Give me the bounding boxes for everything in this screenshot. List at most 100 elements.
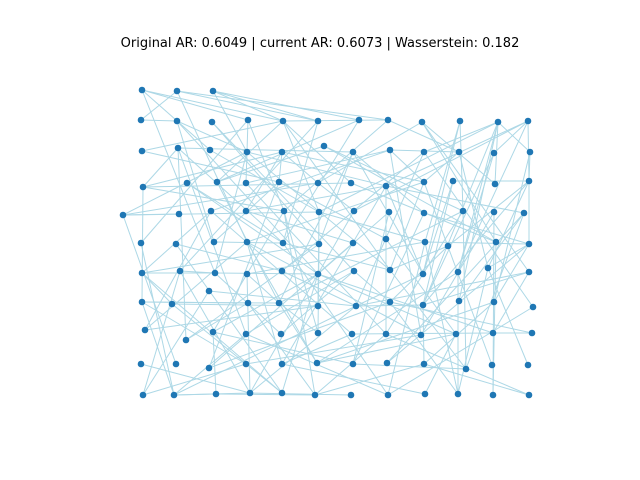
- graph-node: [320, 142, 328, 150]
- graph-edge: [142, 363, 247, 396]
- graph-edge: [278, 302, 318, 364]
- graph-node: [138, 269, 146, 277]
- graph-node: [278, 148, 286, 156]
- graph-node: [119, 211, 127, 219]
- graph-edge: [141, 243, 320, 274]
- graph-edge: [245, 151, 283, 212]
- graph-node: [168, 300, 176, 308]
- graph-edge: [492, 271, 530, 334]
- graph-edge: [140, 119, 249, 244]
- graph-edge: [317, 273, 494, 334]
- graph-edge: [214, 151, 248, 274]
- graph-edge: [211, 121, 355, 272]
- graph-node: [205, 287, 213, 295]
- graph-node: [242, 330, 250, 338]
- graph-node: [139, 391, 147, 399]
- graph-edge: [144, 305, 319, 331]
- graph-node: [349, 360, 357, 368]
- graph-node: [449, 177, 457, 185]
- graph-edge: [387, 241, 426, 396]
- graph-node: [454, 390, 462, 398]
- graph-edge: [212, 331, 217, 395]
- graph-node: [175, 210, 183, 218]
- graph-node: [212, 390, 220, 398]
- graph-edge: [389, 269, 467, 370]
- graph-edge: [176, 90, 248, 243]
- graph-edge: [282, 120, 352, 184]
- graph-edge: [177, 147, 284, 244]
- graph-node: [418, 118, 426, 126]
- graph-node: [420, 209, 428, 217]
- graph-edge: [355, 151, 425, 307]
- graph-edge: [352, 151, 425, 214]
- graph-node: [386, 298, 394, 306]
- graph-edge: [173, 305, 357, 396]
- graph-edge: [421, 121, 497, 243]
- graph-edge: [317, 182, 355, 212]
- graph-node: [526, 148, 534, 156]
- graph-edge: [278, 181, 387, 240]
- graph-edge: [385, 238, 457, 335]
- graph-node: [242, 179, 250, 187]
- graph-edge: [423, 363, 530, 396]
- graph-edge: [389, 301, 533, 334]
- graph-edge: [281, 333, 353, 365]
- graph-edge: [422, 180, 454, 306]
- graph-edge: [487, 243, 530, 269]
- graph-edge: [423, 121, 499, 153]
- graph-edge: [457, 267, 489, 395]
- graph-node: [420, 360, 428, 368]
- graph-edge: [212, 331, 354, 365]
- graph-edge: [216, 119, 360, 183]
- graph-edge: [318, 211, 426, 243]
- graph-edge: [212, 90, 319, 122]
- graph-node: [315, 208, 323, 216]
- graph-node: [490, 149, 498, 157]
- graph-edge: [424, 333, 457, 395]
- graph-node: [138, 86, 146, 94]
- graph-node: [279, 239, 287, 247]
- graph-node: [350, 267, 358, 275]
- graph-node: [484, 264, 492, 272]
- graph-edge: [179, 270, 216, 274]
- graph-node: [275, 299, 283, 307]
- graph-node: [242, 207, 250, 215]
- graph-edge: [283, 119, 389, 212]
- graph-node: [243, 270, 251, 278]
- chart-title: Original AR: 0.6049 | current AR: 0.6073…: [120, 36, 520, 51]
- graph-edge: [492, 241, 497, 396]
- graph-edge: [245, 334, 422, 365]
- graph-edge: [249, 210, 355, 394]
- graph-node: [277, 330, 285, 338]
- graph-node: [452, 330, 460, 338]
- graph-node: [139, 183, 147, 191]
- graph-node: [420, 178, 428, 186]
- graph-edge: [424, 241, 459, 395]
- graph-edge: [318, 121, 499, 213]
- graph-node: [243, 238, 251, 246]
- graph-edge: [422, 180, 454, 275]
- graph-edge: [215, 393, 316, 396]
- graph-edge: [141, 301, 249, 304]
- graph-node: [275, 178, 283, 186]
- graph-edge: [424, 120, 461, 243]
- graph-edge: [487, 267, 529, 366]
- graph-edge: [246, 181, 425, 243]
- graph-node: [455, 148, 463, 156]
- graph-edge: [185, 302, 249, 341]
- graph-edge: [317, 121, 423, 184]
- graph-node: [137, 360, 145, 368]
- graph-edge: [141, 301, 247, 365]
- graph-edge: [212, 90, 248, 153]
- graph-node: [209, 328, 217, 336]
- graph-edge: [176, 120, 215, 243]
- graph-node: [528, 329, 536, 337]
- graph-node: [315, 240, 323, 248]
- graph-node: [355, 116, 363, 124]
- graph-edge: [141, 301, 175, 396]
- graph-edge: [387, 306, 534, 396]
- graph-edge: [387, 119, 460, 153]
- graph-node: [205, 364, 213, 372]
- graph-edge: [216, 145, 325, 183]
- graph-edge: [493, 120, 529, 154]
